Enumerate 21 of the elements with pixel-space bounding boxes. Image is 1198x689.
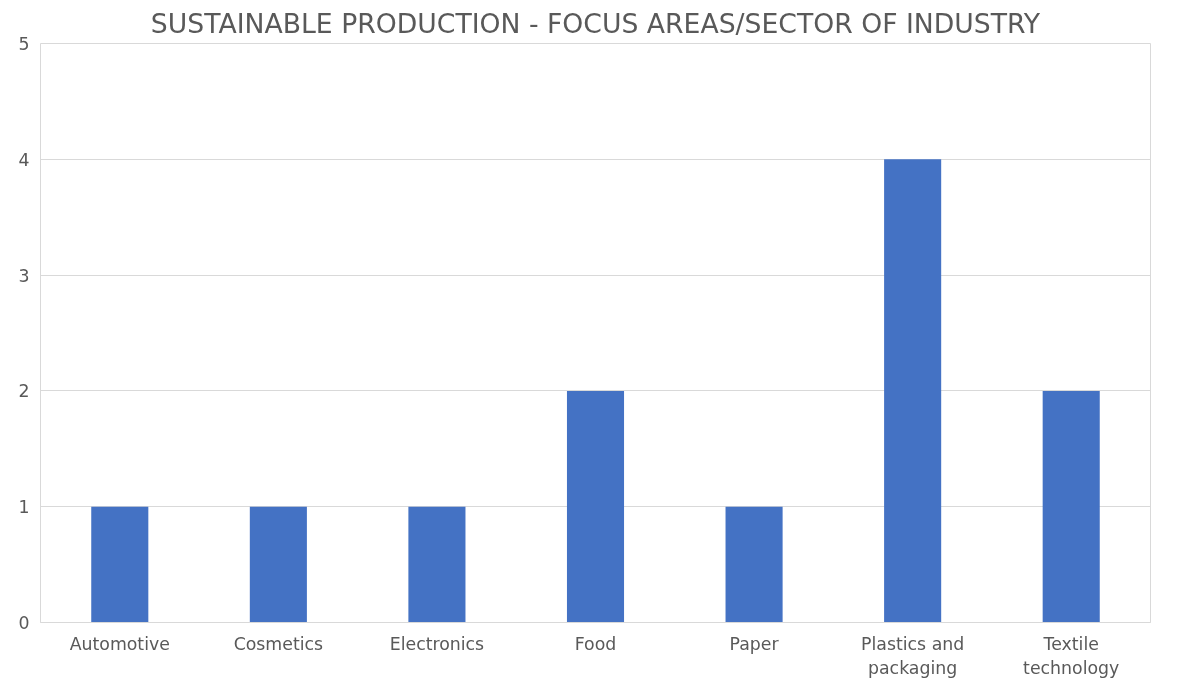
y-tick-label: 1 xyxy=(18,497,30,518)
bar xyxy=(91,506,149,623)
x-tick-label: Electronics xyxy=(389,633,485,654)
x-tick-label: Food xyxy=(574,633,617,654)
y-tick-label: 4 xyxy=(18,149,30,170)
x-tick-label: Cosmetics xyxy=(233,633,324,654)
y-tick-label: 3 xyxy=(18,265,30,286)
bar xyxy=(725,506,783,623)
chart-title: SUSTAINABLE PRODUCTION - FOCUS AREAS/SECTOR OF INDUSTRY xyxy=(150,7,1041,39)
x-tick-label: Textile technology xyxy=(1023,633,1120,678)
bar xyxy=(1042,390,1100,623)
x-tick-label: Automotive xyxy=(69,633,170,654)
y-tick-label: 0 xyxy=(18,613,30,633)
bar xyxy=(884,159,942,623)
bar xyxy=(566,390,625,623)
bar xyxy=(408,506,466,623)
y-tick-label: 5 xyxy=(18,34,30,54)
x-tick-label: Paper xyxy=(729,633,780,654)
bar xyxy=(249,506,307,623)
y-tick-label: 2 xyxy=(18,381,30,402)
x-tick-label: Plastics and packaging xyxy=(861,633,965,678)
